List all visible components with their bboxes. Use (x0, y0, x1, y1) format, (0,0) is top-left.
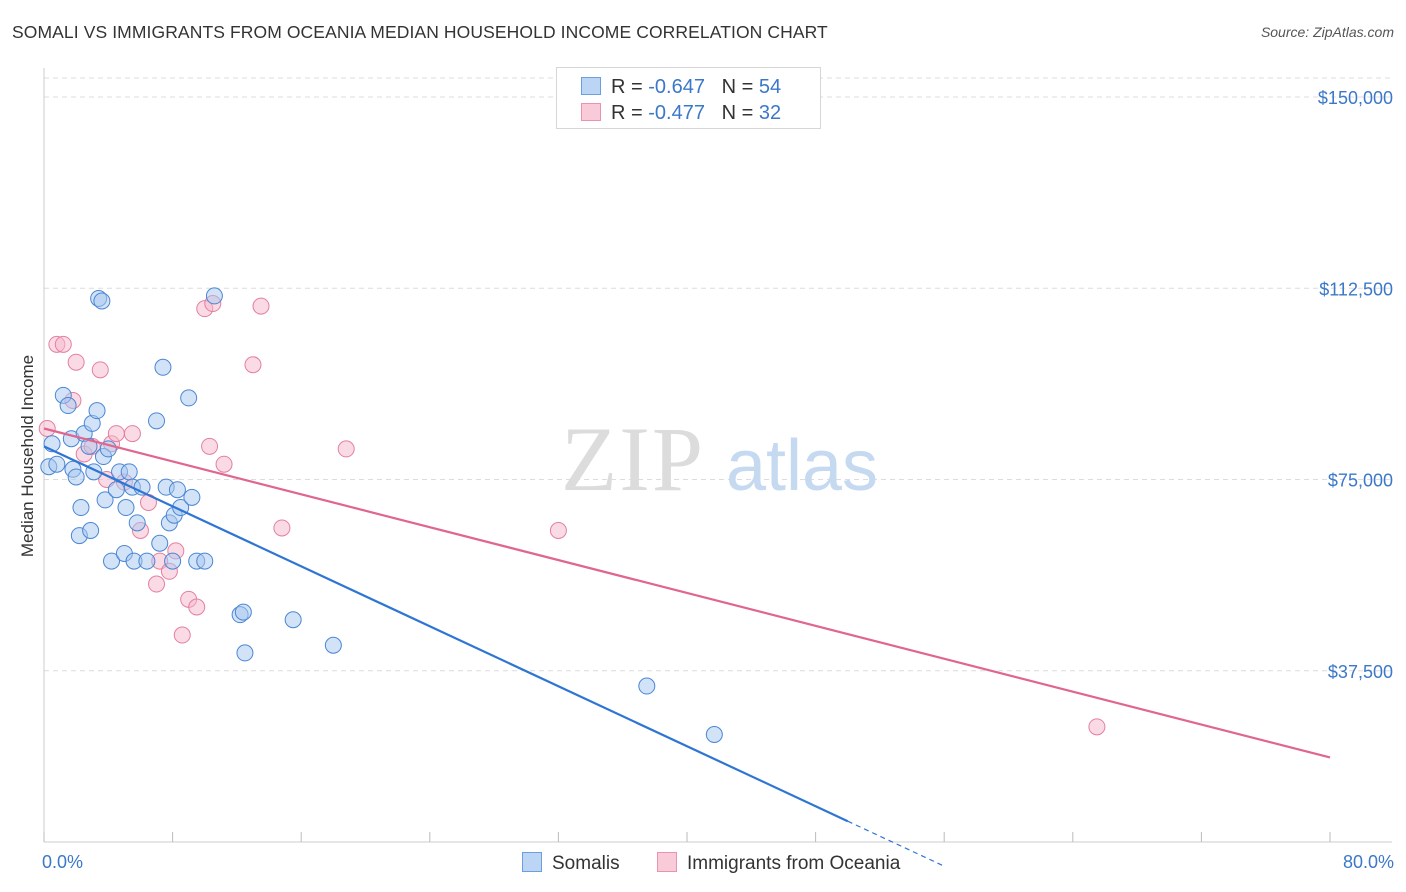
somali-point (93, 292, 111, 310)
oceania-point (201, 437, 219, 455)
oceania-point (273, 519, 291, 537)
legend-row-somalis: R = -0.647 N = 54 (581, 76, 781, 100)
oceania-points (38, 295, 1106, 736)
watermark-atlas: atlas (726, 426, 878, 506)
oceania-point (67, 353, 85, 371)
somali-point (284, 611, 302, 629)
bottom-legend-label-oceania: Immigrants from Oceania (687, 853, 901, 874)
somali-point (107, 481, 125, 499)
y-axis-label: Median Household Income (18, 354, 37, 558)
bottom-legend-swatch-somalis (522, 852, 542, 872)
oceania-point (215, 455, 233, 473)
oceania-point (107, 425, 125, 443)
oceania-point (54, 335, 72, 353)
oceania-point (244, 356, 262, 374)
legend-n-value: 32 (758, 102, 782, 124)
legend-r-label: R = (611, 102, 643, 124)
y-tick-label: $112,500 (1319, 279, 1393, 299)
oceania-trend-line (43, 427, 1331, 759)
somali-point (205, 287, 223, 305)
bottom-legend-oceania: Immigrants from Oceania (657, 852, 900, 875)
bottom-legend-somalis: Somalis (522, 852, 620, 875)
y-tick-label: $37,500 (1328, 662, 1393, 682)
somali-point (638, 677, 656, 695)
oceania-point (1088, 718, 1106, 736)
somali-point (67, 468, 85, 486)
legend-n-label: N = (721, 102, 754, 124)
somali-point (164, 552, 182, 570)
x-tick-label-max: 80.0% (1342, 852, 1394, 872)
somali-point (103, 552, 121, 570)
oceania-point (252, 297, 270, 315)
somali-point (96, 491, 114, 509)
somali-point (48, 455, 66, 473)
legend-n-value: 54 (758, 76, 782, 98)
legend-row-oceania: R = -0.477 N = 32 (581, 102, 781, 126)
somali-point (180, 389, 198, 407)
somali-point (120, 463, 138, 481)
legend-swatch-somalis (581, 77, 601, 95)
somali-point (168, 481, 186, 499)
somali-point (117, 499, 135, 517)
axis-layer (43, 68, 1392, 843)
oceania-point (173, 626, 191, 644)
y-tick-label: $75,000 (1328, 471, 1393, 491)
somali-point (80, 437, 98, 455)
somali-point (705, 726, 723, 743)
x-tick-label-min: 0.0% (42, 852, 84, 872)
legend-r-value: -0.477 (648, 102, 705, 124)
somali-point (234, 603, 252, 621)
grid-layer (44, 77, 1392, 672)
somali-point (236, 644, 254, 662)
legend-n-label: N = (721, 76, 754, 98)
oceania-point (148, 575, 166, 593)
somali-point (59, 397, 77, 415)
legend-r-label: R = (611, 76, 643, 98)
somali-point (183, 488, 201, 506)
somali-point (148, 412, 166, 430)
oceania-point (188, 598, 206, 616)
stats-legend: R = -0.647 N = 54 R = -0.477 N = 32 (556, 67, 821, 129)
y-tick-labels: $37,500 $75,000 $112,500 $150,000 (1318, 88, 1393, 682)
trend-layer (43, 427, 1331, 867)
somali-points (40, 287, 723, 743)
oceania-point (91, 361, 109, 379)
bottom-legend-swatch-oceania (657, 852, 677, 872)
somali-point (138, 552, 156, 570)
somali-point (82, 522, 100, 539)
watermark-zip: ZIP (561, 408, 705, 510)
oceania-point (123, 425, 141, 443)
bottom-legend-label-somalis: Somalis (552, 853, 620, 874)
chart-title: SOMALI VS IMMIGRANTS FROM OCEANIA MEDIAN… (12, 22, 828, 42)
y-tick-label: $150,000 (1318, 88, 1393, 108)
source-label: Source: ZipAtlas.com (1260, 24, 1394, 40)
legend-r-value: -0.647 (648, 76, 705, 98)
somali-point (154, 358, 172, 376)
oceania-point (549, 522, 567, 539)
somali-point (128, 514, 146, 532)
somali-point (151, 534, 169, 552)
somali-point (196, 552, 214, 570)
somali-point (88, 402, 106, 420)
somali-point (324, 636, 342, 654)
legend-swatch-oceania (581, 103, 601, 121)
somali-point (72, 499, 90, 517)
watermark: ZIP atlas (561, 408, 878, 510)
somali-trend-line (43, 445, 849, 823)
oceania-point (337, 440, 355, 458)
